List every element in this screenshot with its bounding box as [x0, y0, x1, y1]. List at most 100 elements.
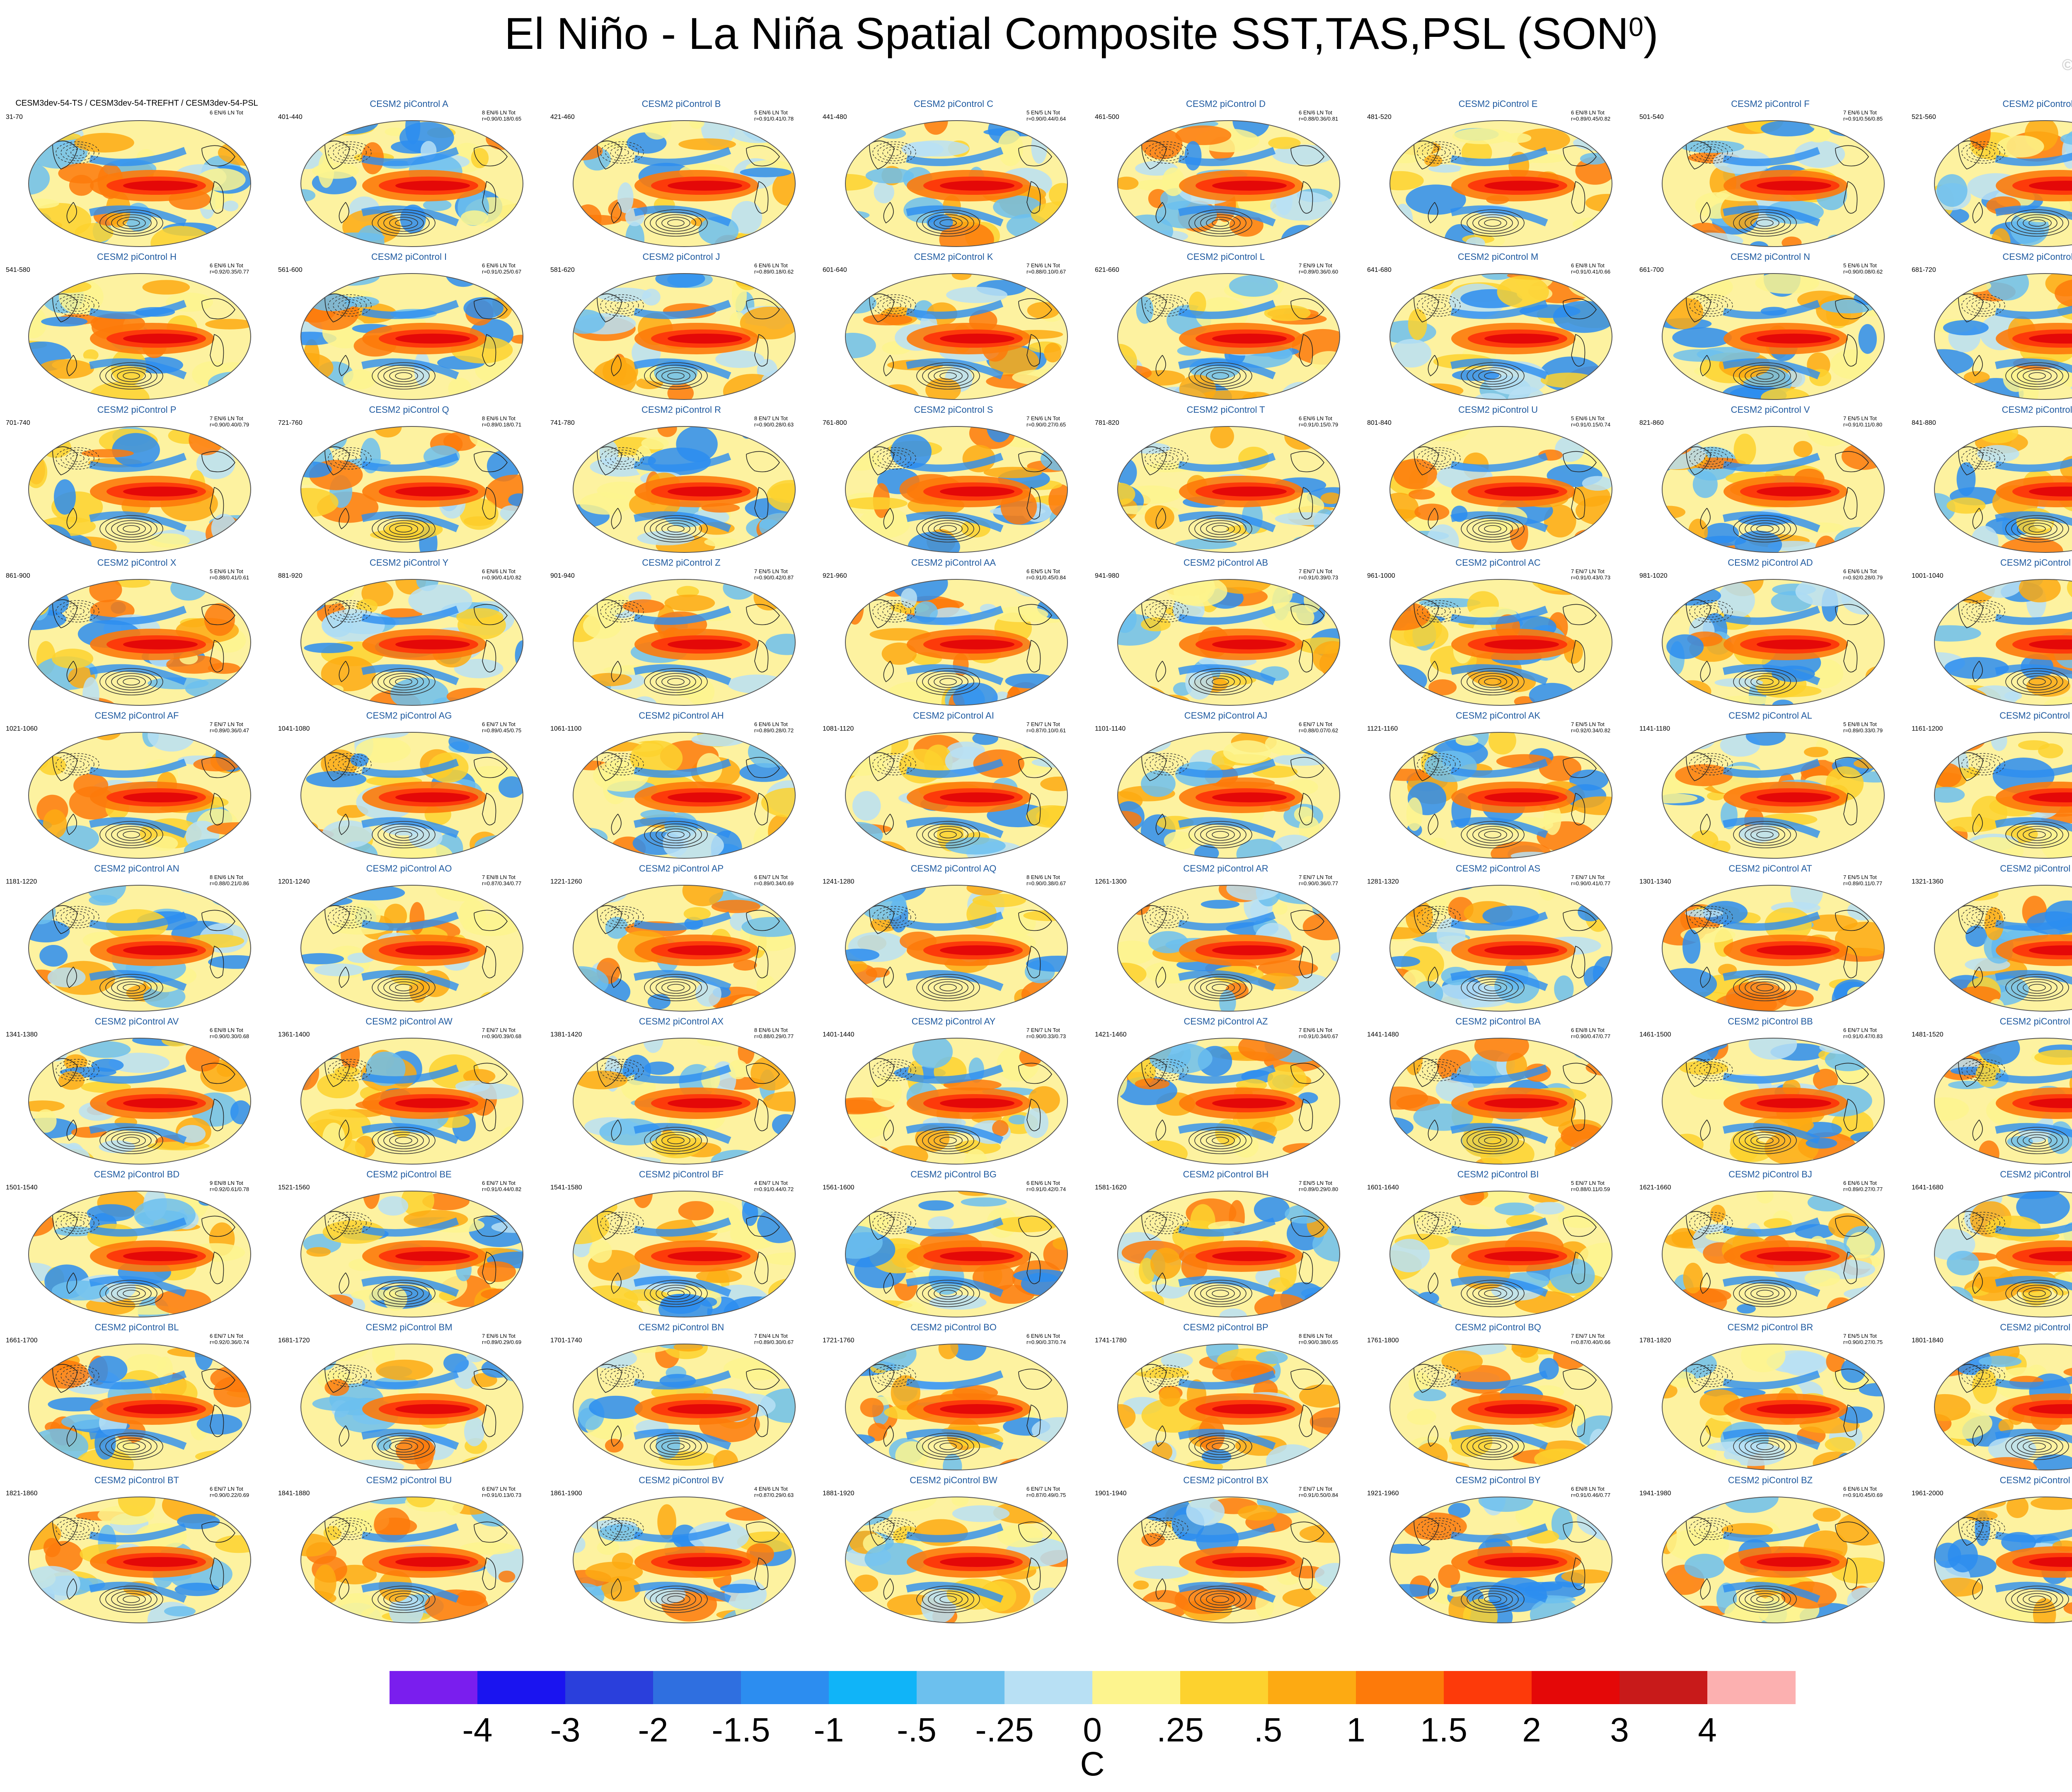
map-panel: CESM2 piControl CA1961-20006 EN/7 LN Tot… — [1907, 1475, 2072, 1628]
panel-title: CESM2 piControl F — [1731, 99, 1810, 109]
panel-map — [1389, 732, 1612, 859]
panel-year-range: 1661-1700 — [6, 1337, 38, 1344]
map-panel: CESM2 piControl BA 1441-1480 6 EN/8 LN Tot… — [1362, 1016, 1634, 1170]
colorbar-tick-label: -1.5 — [712, 1711, 770, 1749]
panel-title: CESM3dev-54-TS / CESM3dev-54-TREFHT / CE… — [15, 99, 258, 108]
panel-year-range: 1061-1100 — [550, 725, 582, 732]
map-panel: CESM2 piControl V 821-860 7 EN/5 LN Tot r=… — [1634, 404, 1906, 558]
panel-title: CESM2 piControl C — [914, 99, 993, 109]
map-panel: CESM2 piControl BZ 1941-1980 6 EN/6 LN Tot… — [1634, 1475, 1906, 1628]
panel-map — [28, 120, 251, 247]
panel-map — [1389, 426, 1612, 553]
panel-year-range: 961-1000 — [1367, 572, 1395, 579]
panel-stats: 7 EN/5 LN Tot r=0.90/0.27/0.75 — [1843, 1333, 1883, 1345]
panel-stats: 6 EN/6 LN Tot r=0.89/0.28/0.72 — [754, 721, 794, 734]
colorbar-tick-label: 1.5 — [1420, 1711, 1467, 1749]
panel-stats: 5 EN/5 LN Tot r=0.90/0.44/0.64 — [1026, 109, 1066, 122]
panel-year-range: 1801-1840 — [1912, 1337, 1944, 1344]
panel-title: CESM2 piControl AF — [94, 710, 179, 721]
panel-year-range: 1261-1300 — [1095, 878, 1127, 885]
map-panel: CESM2 piControl AV 1341-1380 6 EN/8 LN Tot… — [1, 1016, 273, 1170]
panel-title: CESM2 piControl BZ — [1728, 1475, 1813, 1485]
panel-title: CESM2 piControl U — [1458, 404, 1538, 415]
panel-title: CESM2 piControl BC — [1999, 1016, 2072, 1027]
panel-map — [1117, 1038, 1340, 1165]
panel-map — [1389, 885, 1612, 1012]
panel-year-range: 1621-1660 — [1639, 1184, 1671, 1191]
map-panel: CESM2 piControl BF 1541-1580 4 EN/7 LN Tot… — [545, 1169, 817, 1322]
panel-year-range: 1521-1560 — [278, 1184, 310, 1191]
panel-map — [1934, 579, 2072, 706]
panel-year-range: 1741-1780 — [1095, 1337, 1127, 1344]
panel-stats: 6 EN/8 LN Tot r=0.89/0.45/0.82 — [1571, 109, 1611, 122]
panel-stats: 6 EN/8 LN Tot r=0.90/0.30/0.68 — [210, 1027, 249, 1039]
panel-title: CESM2 piControl J — [642, 252, 720, 262]
figure-title-text: El Niño - La Niña Spatial Composite SST,… — [504, 8, 1629, 58]
panel-year-range: 1421-1460 — [1095, 1031, 1127, 1038]
panel-stats: 7 EN/5 LN Tot r=0.90/0.42/0.87 — [754, 568, 794, 581]
panel-map — [1662, 120, 1885, 247]
panel-map — [300, 120, 523, 247]
panel-map — [1662, 1344, 1885, 1470]
map-panel: CESM2 piControl AG 1041-1080 6 EN/7 LN Tot… — [273, 710, 545, 864]
panel-stats: 4 EN/7 LN Tot r=0.91/0.44/0.72 — [754, 1180, 794, 1192]
colorbar-segment — [653, 1671, 741, 1704]
panel-year-range: 1021-1060 — [6, 725, 38, 732]
panel-year-range: 1581-1620 — [1095, 1184, 1127, 1191]
panel-title: CESM2 piControl AB — [1183, 557, 1268, 568]
panel-title: CESM2 piControl BK — [2000, 1169, 2072, 1179]
panel-map — [1117, 885, 1340, 1012]
colorbar-segment — [1707, 1671, 1796, 1704]
colorbar-tick-label: -1 — [813, 1711, 844, 1749]
panel-map — [300, 1497, 523, 1623]
panel-year-range: 601-640 — [823, 266, 847, 274]
panel-stats: 6 EN/7 LN Tot r=0.89/0.34/0.69 — [754, 874, 794, 886]
panel-year-range: 1401-1440 — [823, 1031, 854, 1038]
panel-map — [300, 1038, 523, 1165]
colorbar-segment — [1180, 1671, 1268, 1704]
figure-title: El Niño - La Niña Spatial Composite SST,… — [0, 7, 2072, 59]
panel-stats: 5 EN/6 LN Tot r=0.88/0.41/0.61 — [210, 568, 249, 581]
panel-map — [573, 1038, 796, 1165]
panel-map — [1389, 1497, 1612, 1623]
map-panel: CESM2 piControl BM 1681-1720 7 EN/6 LN Tot… — [273, 1322, 545, 1475]
panel-map — [1662, 426, 1885, 553]
panel-map — [1662, 1497, 1885, 1623]
panel-title: CESM2 piControl S — [914, 404, 993, 415]
map-panel: CESM2 piControl BG 1561-1600 6 EN/6 LN Tot… — [818, 1169, 1089, 1322]
panel-title: CESM2 piControl AW — [366, 1016, 453, 1027]
panel-title: CESM2 piControl W — [2002, 404, 2072, 415]
panel-stats: 6 EN/7 LN Tot r=0.87/0.49/0.75 — [1026, 1486, 1066, 1498]
panel-title: CESM2 piControl V — [1731, 404, 1810, 415]
panel-stats: 8 EN/6 LN Tot r=0.88/0.29/0.77 — [754, 1027, 794, 1039]
panel-stats: 6 EN/6 LN Tot — [210, 109, 243, 116]
panel-year-range: 621-660 — [1095, 266, 1119, 274]
panel-year-range: 1341-1380 — [6, 1031, 38, 1038]
panel-map — [28, 1191, 251, 1317]
panel-title: CESM2 piControl Q — [369, 404, 449, 415]
panel-map — [1389, 1344, 1612, 1470]
panel-map — [1934, 273, 2072, 400]
colorbar-segment — [1532, 1671, 1620, 1704]
map-panel: CESM2 piControl T 781-820 6 EN/6 LN Tot r=… — [1090, 404, 1362, 558]
panel-year-range: 1881-1920 — [823, 1490, 854, 1497]
panel-stats: 7 EN/5 LN Tot r=0.89/0.11/0.77 — [1843, 874, 1883, 886]
panel-map — [1389, 579, 1612, 706]
panel-map — [573, 1344, 796, 1470]
colorbar-segment — [1092, 1671, 1181, 1704]
panel-title: CESM2 piControl AH — [639, 710, 724, 721]
panel-year-range: 641-680 — [1367, 266, 1392, 274]
panel-year-range: 521-560 — [1912, 114, 1936, 121]
panel-year-range: 821-860 — [1639, 419, 1664, 426]
panel-map — [300, 579, 523, 706]
panel-year-range: 1321-1360 — [1912, 878, 1944, 885]
panel-stats: 7 EN/6 LN Tot r=0.91/0.34/0.67 — [1299, 1027, 1339, 1039]
panel-title: CESM2 piControl BE — [366, 1169, 452, 1179]
panel-stats: 7 EN/6 LN Tot r=0.91/0.56/0.85 — [1843, 109, 1883, 122]
panel-stats: 9 EN/8 LN Tot r=0.92/0.61/0.78 — [210, 1180, 249, 1192]
colorbar-segment — [741, 1671, 829, 1704]
panel-year-range: 1641-1680 — [1912, 1184, 1944, 1191]
panel-year-range: 581-620 — [550, 266, 575, 274]
map-panel: CESM2 piControl BX 1901-1940 7 EN/7 LN Tot… — [1090, 1475, 1362, 1628]
